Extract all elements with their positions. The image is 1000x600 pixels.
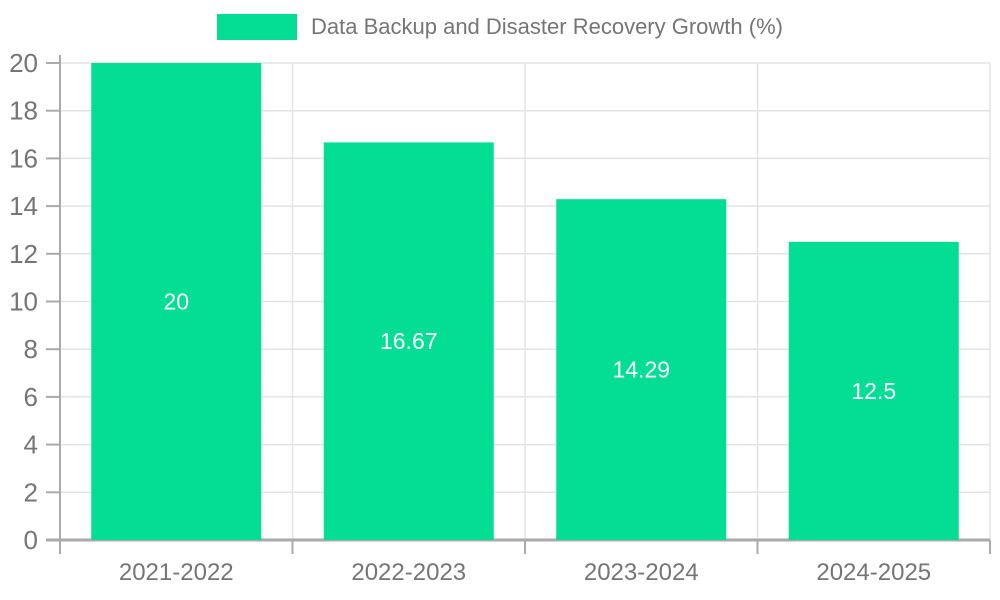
bar[interactable]	[788, 241, 959, 540]
bar[interactable]	[323, 142, 494, 540]
legend-item[interactable]: Data Backup and Disaster Recovery Growth…	[0, 14, 1000, 40]
bar[interactable]	[91, 63, 262, 540]
bar[interactable]	[556, 199, 727, 540]
y-tick-label: 12	[9, 239, 38, 269]
y-tick-label: 18	[9, 96, 38, 126]
x-category-label: 2021-2022	[119, 559, 234, 586]
chart-title: Data Backup and Disaster Recovery Growth…	[311, 14, 783, 39]
legend-color-swatch	[217, 14, 298, 40]
y-tick-label: 10	[9, 287, 38, 317]
y-tick-label: 14	[9, 191, 38, 221]
bar-value-label: 14.29	[612, 357, 670, 383]
y-tick-label: 2	[24, 477, 38, 507]
y-tick-label: 20	[9, 48, 38, 78]
x-category-label: 2024-2025	[816, 559, 931, 586]
bar-value-label: 20	[163, 289, 189, 315]
y-tick-label: 6	[24, 382, 38, 412]
bar-value-label: 16.67	[380, 328, 438, 354]
x-category-label: 2023-2024	[584, 559, 699, 586]
y-tick-label: 8	[24, 334, 38, 364]
bar-value-label: 12.5	[851, 378, 896, 404]
x-category-label: 2022-2023	[351, 559, 466, 586]
y-tick-label: 4	[24, 430, 38, 460]
y-tick-label: 16	[9, 143, 38, 173]
y-tick-label: 0	[24, 525, 38, 555]
